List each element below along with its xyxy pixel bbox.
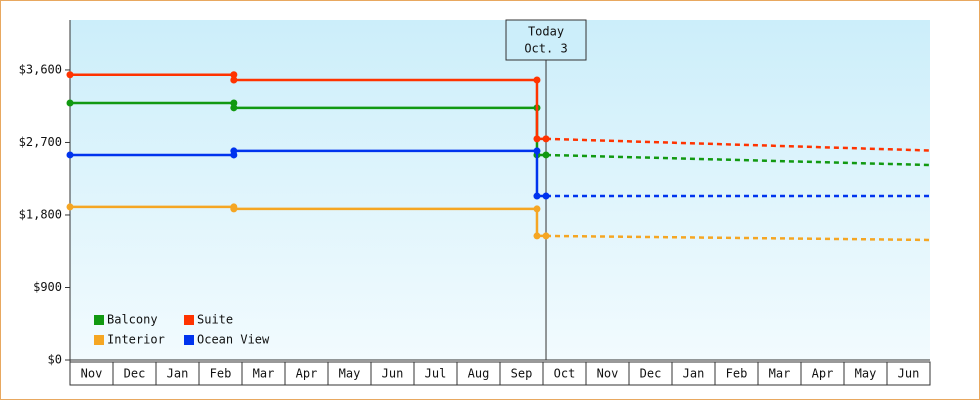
price-point — [230, 147, 238, 155]
x-tick-label: Jul — [425, 367, 447, 381]
price-point — [533, 76, 541, 84]
price-point — [230, 205, 238, 213]
legend-label: Interior — [107, 333, 165, 347]
forecast-line — [545, 153, 931, 167]
y-tick-label: $1,800 — [19, 207, 62, 221]
x-tick-label: Nov — [81, 367, 103, 381]
legend-swatch — [184, 315, 194, 325]
today-label: Oct. 3 — [524, 42, 567, 56]
price-point — [542, 135, 550, 143]
price-point — [533, 135, 541, 143]
forecast-line — [545, 137, 931, 152]
legend-swatch — [94, 335, 104, 345]
price-point — [66, 203, 74, 211]
x-tick-label: Mar — [769, 367, 791, 381]
x-tick-label: May — [855, 367, 877, 381]
price-point — [533, 192, 541, 200]
legend-label: Ocean View — [197, 333, 270, 347]
price-point — [533, 205, 541, 213]
x-tick-label: Oct — [554, 367, 576, 381]
x-tick-label: Jun — [898, 367, 920, 381]
x-tick-label: Feb — [726, 367, 748, 381]
y-tick-label: $0 — [48, 353, 62, 367]
plot-area — [70, 20, 930, 360]
x-category-cell — [886, 361, 931, 386]
x-tick-label: Feb — [210, 367, 232, 381]
x-tick-label: Aug — [468, 367, 490, 381]
price-point — [66, 151, 74, 159]
x-tick-label: Mar — [253, 367, 275, 381]
x-tick-label: Nov — [597, 367, 619, 381]
x-tick-label: May — [339, 367, 361, 381]
legend-label: Suite — [197, 313, 233, 327]
legend-swatch — [184, 335, 194, 345]
forecast-line — [545, 234, 931, 242]
today-box — [505, 19, 587, 61]
x-tick-label: Apr — [296, 367, 318, 381]
x-tick-label: Jan — [167, 367, 189, 381]
x-tick-label: Jun — [382, 367, 404, 381]
price-point — [230, 71, 238, 79]
y-tick-label: $2,700 — [19, 135, 62, 149]
x-tick-label: Sep — [511, 367, 533, 381]
legend-label: Balcony — [107, 313, 158, 327]
x-tick-label: Jan — [683, 367, 705, 381]
price-point — [66, 99, 74, 107]
price-point — [542, 151, 550, 159]
price-point — [230, 99, 238, 107]
x-tick-label: Dec — [124, 367, 146, 381]
x-tick-label: Dec — [640, 367, 662, 381]
y-tick-label: $3,600 — [19, 62, 62, 76]
x-tick-label: Apr — [812, 367, 834, 381]
price-point — [533, 147, 541, 155]
price-point — [66, 71, 74, 79]
price-point — [230, 76, 238, 84]
legend-swatch — [94, 315, 104, 325]
today-label: Today — [528, 25, 564, 39]
price-point — [542, 232, 550, 240]
price-point — [533, 232, 541, 240]
price-point — [542, 192, 550, 200]
price-point — [230, 104, 238, 112]
y-tick-label: $900 — [33, 280, 62, 294]
